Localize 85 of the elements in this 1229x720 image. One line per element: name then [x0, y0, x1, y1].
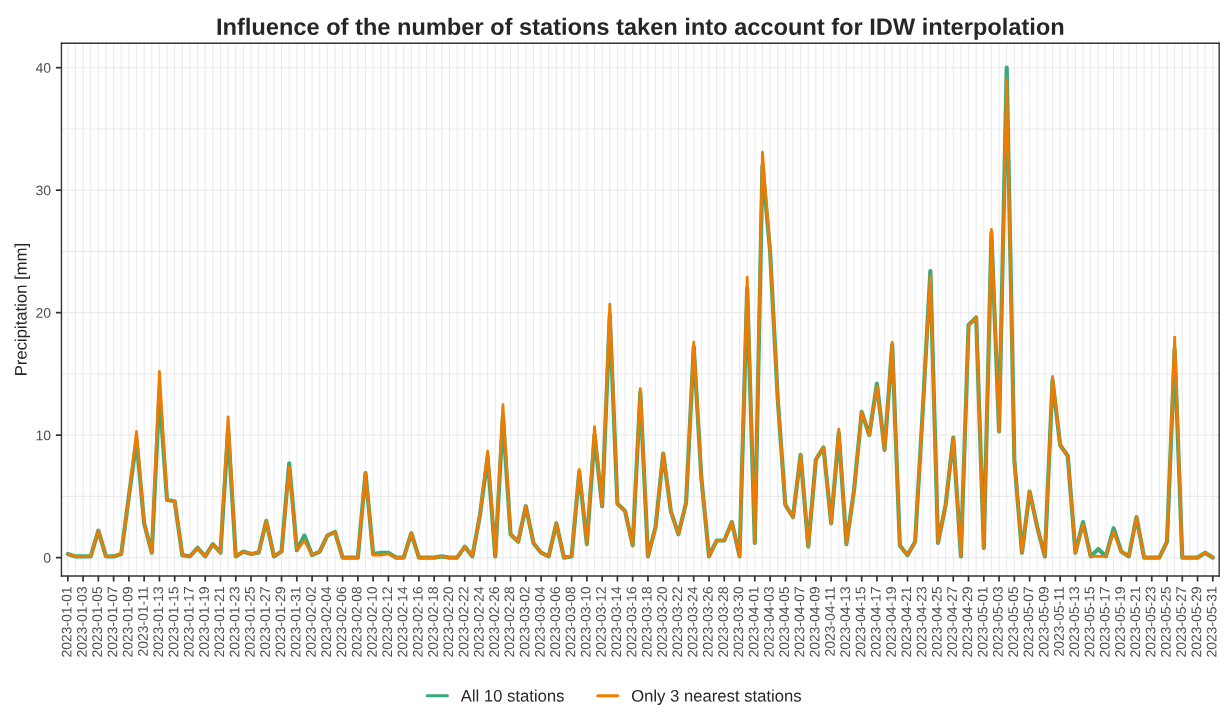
x-tick-label: 2023-03-16	[626, 587, 637, 657]
legend-label: Only 3 nearest stations	[631, 689, 802, 705]
x-tick-label: 2023-03-12	[596, 587, 606, 657]
x-tick-label: 2023-03-10	[580, 586, 591, 657]
x-tick-label: 2023-01-03	[76, 587, 87, 657]
x-tick-label: 2023-01-23	[229, 587, 240, 657]
x-tick-label: 2023-04-07	[794, 587, 805, 657]
x-tick-label: 2023-05-09	[1038, 587, 1049, 657]
x-tick-label: 2023-05-25	[1160, 586, 1171, 657]
x-tick-label: 2023-03-04	[534, 586, 545, 657]
x-tick-label: 2023-03-28	[718, 587, 728, 657]
x-tick-label: 2023-04-05	[779, 586, 790, 657]
x-tick-label: 2023-04-19	[886, 587, 896, 657]
x-tick-label: 2023-01-09	[122, 587, 133, 657]
x-tick-label: 2023-05-31	[1206, 587, 1217, 657]
x-tick-label: 2023-03-22	[672, 587, 683, 657]
x-tick-label: 2023-01-29	[275, 587, 286, 657]
x-tick-label: 2023-05-21	[1130, 587, 1141, 657]
y-axis-title: Precipitation [mm]	[14, 244, 31, 375]
y-tick-label: 0	[43, 552, 51, 563]
x-tick-label: 2023-05-01	[977, 587, 988, 657]
x-tick-label: 2023-05-23	[1145, 587, 1156, 657]
x-tick-label: 2023-03-06	[550, 587, 561, 657]
x-tick-label: 2023-04-17	[870, 587, 881, 657]
x-tick-label: 2023-03-30	[733, 586, 744, 657]
x-tick-label: 2023-01-27	[260, 587, 271, 657]
x-tick-label: 2023-02-02	[305, 587, 316, 657]
x-tick-label: 2023-01-31	[290, 587, 301, 657]
y-tick-label: 10	[36, 430, 51, 441]
x-tick-label: 2023-02-12	[382, 587, 393, 657]
x-tick-label: 2023-03-14	[611, 586, 622, 657]
x-tick-label: 2023-03-24	[687, 586, 698, 657]
x-tick-label: 2023-04-03	[763, 587, 774, 657]
x-tick-label: 2023-03-26	[702, 587, 713, 657]
x-tick-label: 2023-04-01	[748, 587, 759, 657]
x-tick-label: 2023-05-15	[1084, 586, 1095, 657]
x-tick-label: 2023-01-21	[214, 587, 225, 657]
x-tick-label: 2023-04-21	[901, 587, 912, 657]
x-tick-label: 2023-04-27	[947, 587, 957, 657]
x-tick-label: 2023-04-15	[855, 586, 866, 657]
x-tick-label: 2023-01-19	[199, 587, 209, 657]
x-tick-label: 2023-05-11	[1054, 587, 1064, 656]
x-tick-label: 2023-05-13	[1069, 587, 1080, 657]
x-tick-label: 2023-02-28	[504, 587, 515, 657]
y-tick-label: 20	[36, 308, 51, 318]
x-tick-label: 2023-01-25	[244, 586, 255, 657]
chart-title: Influence of the number of stations taken into account for IDW interpolation	[217, 17, 1064, 40]
x-tick-label: 2023-05-17	[1099, 587, 1110, 657]
x-tick-label: 2023-02-08	[351, 587, 362, 657]
legend-label: All 10 stations	[460, 689, 564, 702]
x-tick-label: 2023-04-23	[916, 587, 927, 657]
x-tick-label: 2023-01-07	[107, 587, 118, 657]
x-tick-label: 2023-04-09	[809, 587, 820, 657]
x-tick-label: 2023-03-20	[657, 586, 667, 657]
y-tick-label: 30	[36, 185, 51, 196]
x-tick-label: 2023-02-16	[412, 587, 423, 657]
x-tick-label: 2023-02-06	[336, 587, 347, 657]
x-tick-label: 2023-05-07	[1023, 587, 1034, 657]
x-tick-label: 2023-03-08	[565, 587, 576, 657]
x-tick-label: 2023-05-05	[1008, 586, 1019, 657]
x-tick-label: 2023-01-01	[61, 587, 72, 657]
x-tick-label: 2023-05-03	[992, 587, 1003, 657]
x-tick-label: 2023-02-10	[367, 586, 377, 657]
x-tick-label: 2023-02-20	[443, 586, 454, 657]
x-tick-label: 2023-05-29	[1191, 587, 1202, 657]
y-tick-label: 40	[35, 63, 51, 73]
x-tick-label: 2023-01-13	[153, 587, 164, 657]
x-tick-label: 2023-01-15	[168, 586, 179, 657]
x-tick-label: 2023-01-05	[92, 586, 103, 657]
x-tick-label: 2023-03-18	[641, 587, 652, 657]
x-tick-label: 2023-02-22	[458, 587, 469, 657]
x-tick-label: 2023-02-04	[321, 586, 332, 657]
x-tick-label: 2023-04-29	[962, 587, 973, 657]
x-tick-label: 2023-02-18	[428, 587, 438, 657]
x-tick-label: 2023-04-13	[840, 587, 851, 657]
x-tick-label: 2023-01-11	[138, 587, 148, 656]
x-tick-label: 2023-04-11	[825, 587, 835, 656]
x-tick-label: 2023-05-27	[1176, 587, 1186, 657]
x-tick-label: 2023-02-26	[489, 587, 499, 657]
x-tick-label: 2023-05-19	[1115, 587, 1125, 657]
x-tick-label: 2023-04-25	[931, 586, 942, 657]
x-tick-label: 2023-01-17	[183, 587, 194, 657]
x-tick-label: 2023-02-14	[397, 586, 408, 657]
x-tick-label: 2023-03-02	[519, 587, 530, 657]
x-tick-label: 2023-02-24	[473, 586, 484, 657]
